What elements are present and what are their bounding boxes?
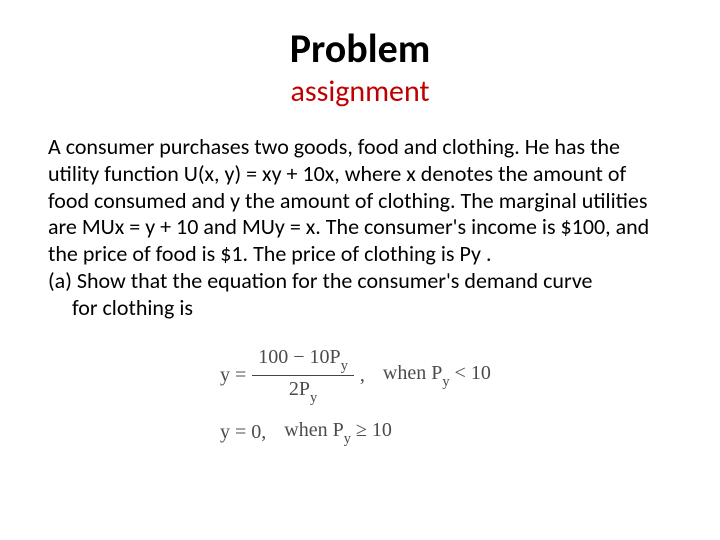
eq2-cond-suffix: ≥ 10 — [351, 419, 392, 441]
eq2-cond-prefix: when P — [284, 419, 343, 441]
eq1-denominator: 2Py — [283, 376, 323, 405]
slide: Problem assignment A consumer purchases … — [0, 0, 720, 540]
eq2-condition: when Py ≥ 10 — [284, 419, 392, 446]
eq1-num-sub: y — [341, 358, 348, 374]
eq1-lhs: y = — [220, 364, 246, 387]
part-a-line-1: (a) Show that the equation for the consu… — [48, 268, 672, 295]
eq1-den-text: 2P — [289, 378, 310, 400]
part-a-line-2: for clothing is — [48, 295, 672, 322]
eq1-lhs-and-fraction: y = 100 − 10Py 2Py , — [220, 346, 365, 405]
eq1-numerator: 100 − 10Py — [252, 346, 354, 375]
eq1-fraction: 100 − 10Py 2Py — [252, 346, 354, 405]
eq1-condition: when Py < 10 — [383, 362, 491, 389]
equation-2: y = 0, when Py ≥ 10 — [180, 419, 540, 446]
eq1-num-text: 100 − 10P — [258, 346, 340, 368]
body-text-block: A consumer purchases two goods, food and… — [48, 134, 672, 322]
equation-block: y = 100 − 10Py 2Py , when Py < 10 y = 0, — [180, 330, 540, 466]
eq1-comma: , — [360, 364, 365, 387]
eq1-cond-sub: y — [442, 374, 449, 390]
eq1-den-sub: y — [310, 390, 317, 406]
eq1-cond-suffix: < 10 — [450, 362, 491, 384]
slide-subtitle: assignment — [48, 73, 672, 110]
problem-paragraph: A consumer purchases two goods, food and… — [48, 134, 672, 268]
eq1-cond-prefix: when P — [383, 362, 442, 384]
equation-1: y = 100 − 10Py 2Py , when Py < 10 — [180, 346, 540, 405]
eq2-cond-sub: y — [344, 431, 351, 447]
eq2-lhs: y = 0, — [220, 421, 266, 444]
slide-title: Problem — [48, 24, 672, 73]
